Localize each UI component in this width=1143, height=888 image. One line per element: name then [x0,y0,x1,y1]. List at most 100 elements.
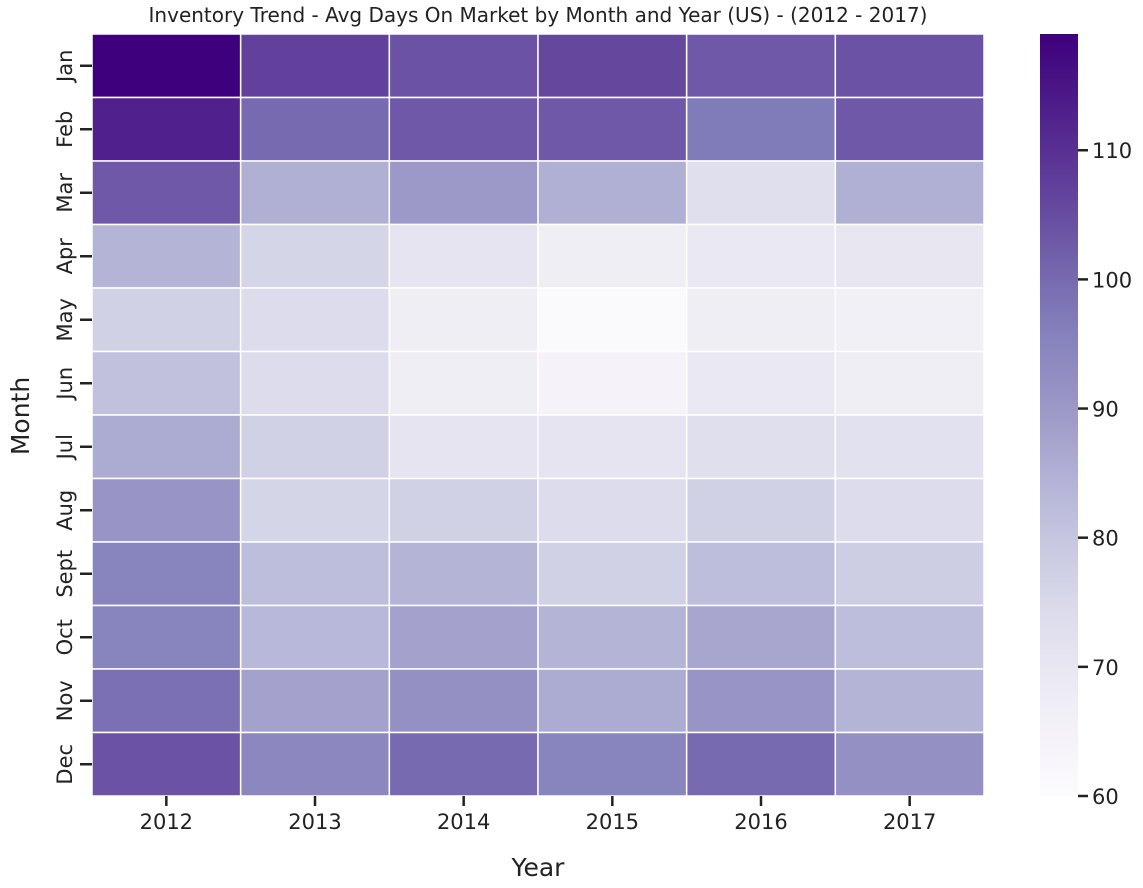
heatmap-cell [388,287,539,353]
heatmap-cell [834,287,985,353]
heatmap-cell [388,731,539,797]
heatmap-cell [685,287,837,353]
colorbar-tick-label: 100 [1092,268,1132,292]
heatmap-cell [834,350,985,416]
heatmap-cell [537,223,688,289]
y-axis-label: Month [6,377,35,455]
heatmap-cell [239,223,391,289]
heatmap-cell [685,604,837,670]
heatmap-cell [685,414,837,480]
heatmap-cell [834,33,985,99]
y-tick-label: Oct [53,619,77,655]
y-tick-label: Jan [53,50,77,84]
heatmap-cell [834,731,985,797]
y-tick-label: Jun [53,367,77,402]
heatmap-cell [388,223,539,289]
colorbar-gradient [1040,34,1078,796]
heatmap-cell [388,668,539,734]
heatmap-cell [685,668,837,734]
x-axis-label: Year [511,853,566,882]
heatmap-cell [91,33,242,99]
heatmap-cell [388,33,539,99]
y-tick-label: Aug [53,490,77,531]
heatmap-cell [91,414,242,480]
heatmap-cell [834,223,985,289]
x-tick-label: 2012 [140,810,193,834]
heatmap-cells [91,33,985,797]
heatmap-cell [537,96,688,162]
heatmap-cell [91,477,242,543]
heatmap-cell [239,287,391,353]
y-tick-label: May [53,298,77,341]
colorbar-tick-label: 80 [1092,527,1119,551]
heatmap-cell [537,604,688,670]
x-tick-label: 2017 [883,810,936,834]
heatmap-cell [685,223,837,289]
colorbar-tick-label: 60 [1092,785,1119,809]
y-tick-label: Dec [53,744,77,785]
heatmap-cell [91,287,242,353]
heatmap-cell [834,541,985,607]
heatmap-cell [537,33,688,99]
colorbar-tick-label: 70 [1092,656,1119,680]
heatmap-cell [537,160,688,226]
heatmap-cell [91,731,242,797]
heatmap-cell [239,541,391,607]
heatmap-cell [537,350,688,416]
x-tick-label: 2014 [437,810,490,834]
heatmap-cell [685,33,837,99]
heatmap-cell [685,731,837,797]
heatmap-cell [239,160,391,226]
y-tick-label: Jul [53,434,77,461]
heatmap-cell [91,604,242,670]
heatmap-cell [834,604,985,670]
heatmap-cell [834,160,985,226]
heatmap-cell [537,287,688,353]
heatmap-cell [388,160,539,226]
heatmap-cell [685,160,837,226]
y-tick-label: Nov [53,680,77,721]
heatmap-cell [834,96,985,162]
heatmap-cell [388,541,539,607]
heatmap-cell [834,477,985,543]
heatmap-cell [91,160,242,226]
y-tick-label: Sept [53,550,77,598]
heatmap-cell [91,668,242,734]
x-tick-label: 2013 [288,810,341,834]
heatmap-cell [388,414,539,480]
x-axis-ticks: 2012 2013 2014 2015 2016 2017 [140,796,936,834]
heatmap-cell [239,477,391,543]
colorbar-tick-label: 90 [1092,398,1119,422]
heatmap-cell [91,223,242,289]
heatmap-cell [685,96,837,162]
colorbar: 60 70 80 90 100 110 [1040,34,1132,809]
heatmap-cell [239,731,391,797]
heatmap-cell [239,96,391,162]
y-tick-label: Feb [53,111,77,148]
heatmap-cell [239,350,391,416]
heatmap-cell [91,541,242,607]
heatmap-cell [685,350,837,416]
heatmap-cell [239,33,391,99]
heatmap-cell [537,541,688,607]
heatmap-cell [685,541,837,607]
heatmap-cell [685,477,837,543]
heatmap-cell [91,96,242,162]
y-axis-ticks: Jan Feb Mar Apr May Jun Jul Aug Sept Oct Nov Dec [53,50,92,785]
heatmap-cell [834,414,985,480]
heatmap-cell [388,477,539,543]
heatmap-cell [537,477,688,543]
x-tick-label: 2016 [734,810,787,834]
heatmap-cell [834,668,985,734]
colorbar-tick-label: 110 [1092,139,1132,163]
chart-title: Inventory Trend - Avg Days On Market by … [149,3,928,27]
y-tick-label: Mar [53,173,77,213]
heatmap-cell [239,668,391,734]
x-tick-label: 2015 [586,810,639,834]
heatmap-cell [537,414,688,480]
heatmap-cell [537,668,688,734]
heatmap-cell [537,731,688,797]
heatmap-cell [388,604,539,670]
heatmap-cell [388,350,539,416]
